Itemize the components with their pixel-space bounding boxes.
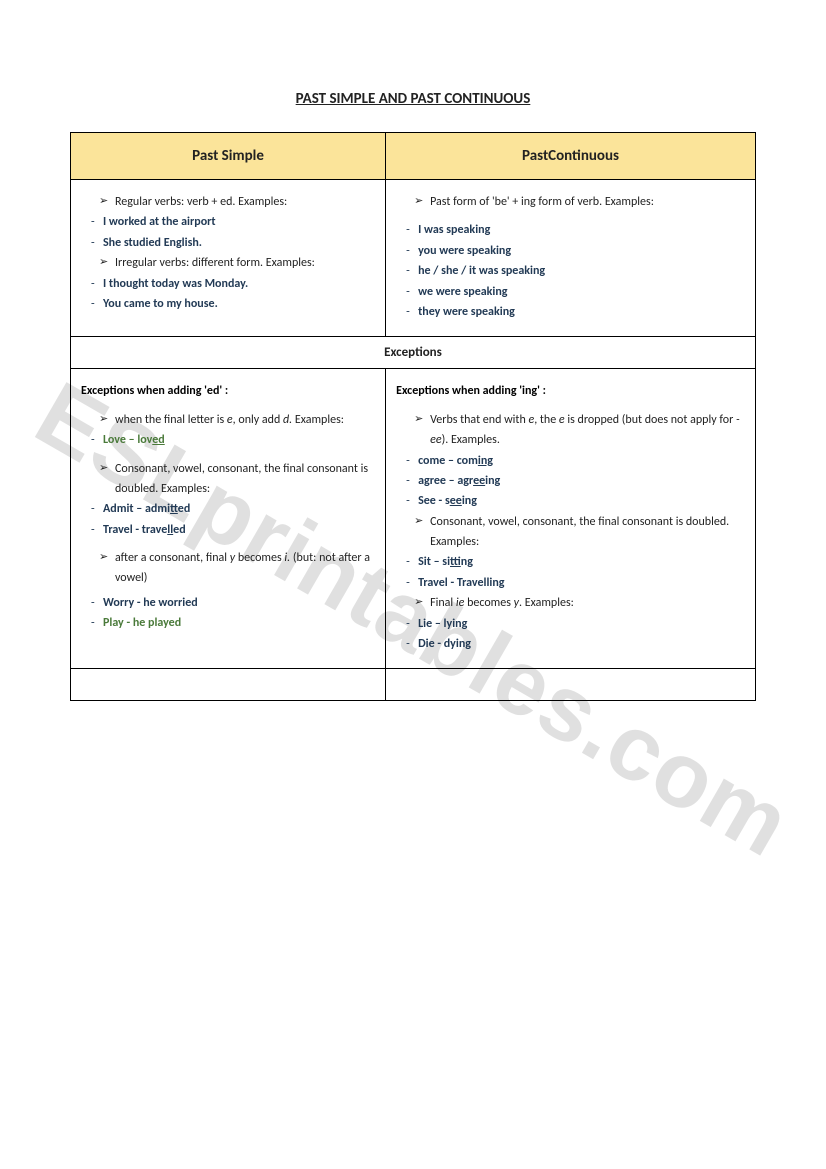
example-text: they were speaking [418, 305, 515, 319]
page-container: PAST SIMPLE AND PAST CONTINUOUS Past Sim… [0, 0, 826, 761]
section-header: Exceptions when adding 'ing' : [396, 381, 745, 401]
example-text: we were speaking [418, 285, 507, 299]
text-line: Admit – admitted [81, 499, 375, 519]
text-line: Die - dying [396, 634, 745, 654]
text-line: come – coming [396, 451, 745, 471]
t: becomes [235, 551, 284, 565]
t: Final [430, 596, 456, 610]
t: is dropped (but does not apply for [565, 413, 736, 427]
t: ed [178, 502, 190, 516]
text-line: You came to my house. [81, 294, 375, 314]
text-line: Consonant, vowel, consonant, the final c… [396, 512, 745, 553]
t: ee [450, 494, 462, 508]
t: come – com [418, 454, 478, 468]
text-line: they were speaking [396, 302, 745, 322]
text-line: Consonant, vowel, consonant, the final c… [81, 459, 375, 500]
text-line: agree – agreeing [396, 471, 745, 491]
t: ed [173, 523, 185, 537]
t: ing [462, 494, 477, 508]
t: agree – agr [418, 474, 473, 488]
example-text: You came to my house. [103, 297, 218, 311]
t: when the final letter is [115, 413, 227, 427]
t: ing [485, 474, 500, 488]
t: . Examples: [519, 596, 574, 610]
t: Die - dying [418, 637, 471, 651]
empty-cell [71, 669, 386, 701]
formation-left-cell: Regular verbs: verb + ed. Examples: I wo… [71, 180, 386, 337]
header-right: PastContinuous [386, 133, 756, 180]
empty-row [71, 669, 756, 701]
text-line: Lie – lying [396, 614, 745, 634]
t: becomes [464, 596, 513, 610]
text-line: he / she / it was speaking [396, 261, 745, 281]
t: ing [461, 555, 473, 569]
text-line: Travel - Travelling [396, 573, 745, 593]
t: Verbs that end with [430, 413, 528, 427]
text-line: Sit – sitting [396, 552, 745, 572]
section-header: Exceptions when adding 'ed' : [81, 381, 375, 401]
t: tt [450, 555, 461, 569]
text-line: we were speaking [396, 282, 745, 302]
example-text: I worked at the airport [103, 215, 216, 229]
text-line: after a consonant, final y becomes i. (b… [81, 548, 375, 589]
exceptions-label: Exceptions [71, 337, 756, 369]
exceptions-row: Exceptions when adding 'ed' : when the f… [71, 369, 756, 669]
text-line: Regular verbs: verb + ed. Examples: [81, 192, 375, 212]
text-line: Verbs that end with e, the e is dropped … [396, 410, 745, 451]
t: tt [170, 502, 178, 516]
text-line: Past form of 'be' + ing form of verb. Ex… [396, 192, 745, 212]
text-line: See - seeing [396, 491, 745, 511]
t: , the [534, 413, 559, 427]
example-text: I thought today was Monday. [103, 277, 248, 291]
header-row: Past Simple PastContinuous [71, 133, 756, 180]
formation-right-cell: Past form of 'be' + ing form of verb. Ex… [386, 180, 756, 337]
text-line: Worry - he worried [81, 593, 375, 613]
t: , only add [233, 413, 283, 427]
t: ing [478, 454, 493, 468]
t: ed [152, 433, 164, 447]
t: d. [283, 413, 292, 427]
text-line: Final ie becomes y. Examples: [396, 593, 745, 613]
text-line: I worked at the airport [81, 212, 375, 232]
t: See - s [418, 494, 450, 508]
text-line: Love – loved [81, 430, 375, 450]
t: Lie – lying [418, 617, 467, 631]
grammar-table: Past Simple PastContinuous Regular verbs… [70, 132, 756, 701]
text-line: Irregular verbs: different form. Example… [81, 253, 375, 273]
text-line: when the final letter is e, only add d. … [81, 410, 375, 430]
text-line: I thought today was Monday. [81, 274, 375, 294]
exceptions-right-cell: Exceptions when adding 'ing' : Verbs tha… [386, 369, 756, 669]
example-text: She studied English. [103, 236, 202, 250]
t: Admit – admi [103, 502, 170, 516]
page-title: PAST SIMPLE AND PAST CONTINUOUS [70, 90, 756, 108]
text-line: you were speaking [396, 241, 745, 261]
exceptions-left-cell: Exceptions when adding 'ed' : when the f… [71, 369, 386, 669]
text-line: I was speaking [396, 220, 745, 240]
example-text: I was speaking [418, 223, 490, 237]
t: Travel - Travelling [418, 576, 504, 590]
t: Travel - trave [103, 523, 167, 537]
t: after a consonant, final [115, 551, 230, 565]
header-left: Past Simple [71, 133, 386, 180]
exceptions-header-row: Exceptions [71, 337, 756, 369]
t: ). Examples. [442, 433, 500, 447]
example-text: you were speaking [418, 244, 511, 258]
t: Worry - he worried [103, 596, 198, 610]
text-line: Travel - travelled [81, 520, 375, 540]
empty-cell [386, 669, 756, 701]
t: Examples: [292, 413, 344, 427]
text-line: Play - he played [81, 613, 375, 633]
t: Love – lov [103, 433, 152, 447]
formation-row: Regular verbs: verb + ed. Examples: I wo… [71, 180, 756, 337]
text-line: She studied English. [81, 233, 375, 253]
example-text: he / she / it was speaking [418, 264, 545, 278]
t: ee [473, 474, 485, 488]
t: Play - he played [103, 616, 181, 630]
t: Sit – si [418, 555, 450, 569]
